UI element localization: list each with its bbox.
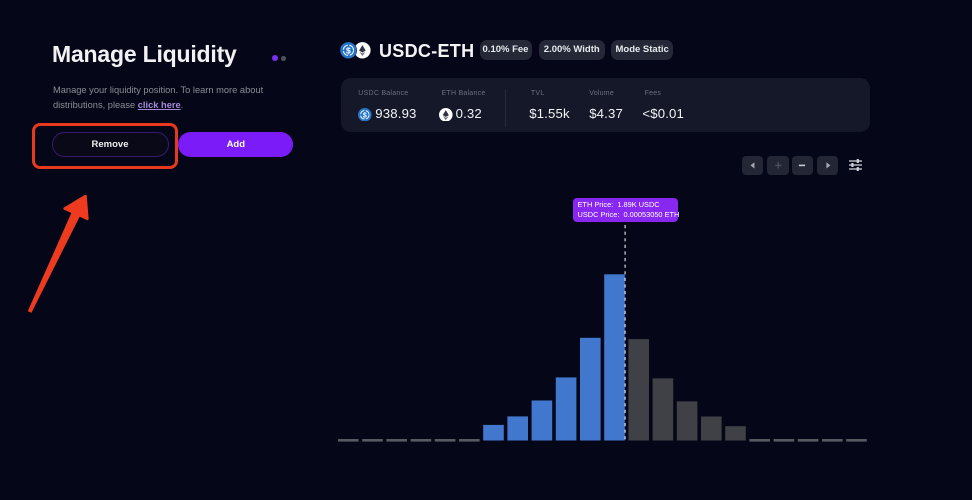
svg-text:$: $ — [346, 45, 351, 55]
svg-text:$: $ — [363, 112, 367, 119]
